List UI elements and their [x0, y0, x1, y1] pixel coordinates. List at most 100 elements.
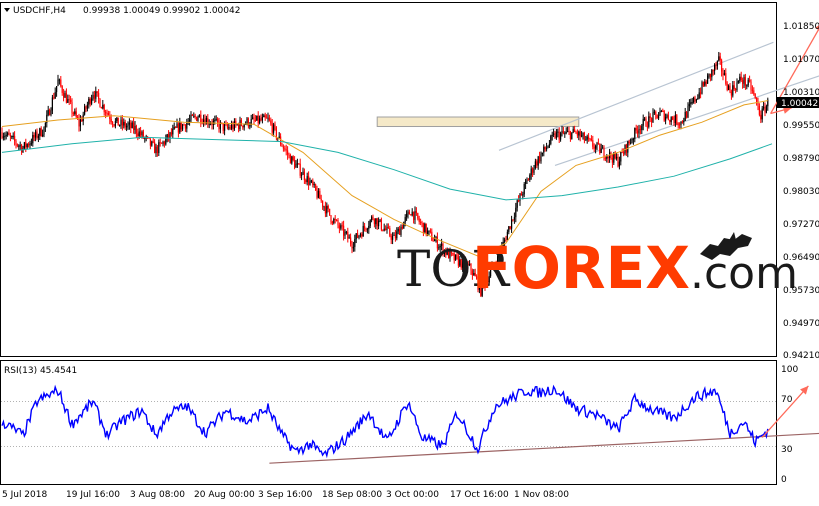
- candle-body: [540, 154, 542, 162]
- candle-body: [690, 102, 692, 105]
- candle-body: [16, 144, 18, 146]
- candle-body: [523, 183, 525, 195]
- candle-body: [396, 231, 398, 239]
- candle-body: [750, 81, 752, 90]
- candle-body: [753, 90, 755, 94]
- candle-body: [306, 176, 308, 183]
- candle-body: [483, 282, 485, 284]
- candle-body: [352, 246, 354, 249]
- candle-body: [722, 71, 724, 76]
- candle-body: [165, 138, 167, 145]
- candle-body: [379, 219, 381, 221]
- candle-body: [607, 156, 609, 159]
- candle-body: [512, 219, 514, 221]
- candle-body: [88, 98, 90, 105]
- candle-body: [541, 152, 543, 155]
- candle-body: [610, 152, 612, 158]
- candle-body: [660, 110, 662, 112]
- candle-body: [193, 115, 195, 117]
- candle-body: [289, 155, 291, 164]
- candle-body: [33, 134, 35, 138]
- candle-body: [56, 86, 58, 93]
- candle-body: [536, 161, 538, 166]
- ohlc-values: 0.99938 1.00049 0.99902 1.00042: [83, 6, 240, 16]
- current-price-label: 1.00042: [781, 99, 818, 109]
- candle-body: [95, 91, 97, 99]
- candle-body: [32, 134, 34, 144]
- candle-body: [677, 124, 679, 126]
- symbol-label: USDCHF,H4: [13, 6, 66, 16]
- candle-body: [474, 272, 476, 277]
- candle-body: [756, 97, 758, 102]
- candle-body: [415, 210, 417, 214]
- candle-body: [99, 98, 101, 108]
- candle-body: [387, 226, 389, 229]
- candle-body: [707, 75, 709, 84]
- candle-body: [169, 132, 171, 139]
- candle-body: [280, 136, 282, 145]
- candle-body: [282, 146, 284, 149]
- candle-body: [89, 98, 91, 104]
- candle-body: [37, 135, 39, 138]
- candle-body: [389, 228, 391, 236]
- candle-body: [347, 231, 349, 239]
- candle-body: [487, 281, 489, 283]
- candle-body: [767, 99, 769, 107]
- candle-body: [744, 77, 746, 86]
- candle-body: [266, 117, 268, 119]
- candle-body: [327, 205, 329, 209]
- candle-body: [712, 70, 714, 72]
- candle-body: [758, 106, 760, 115]
- candle-body: [177, 123, 179, 133]
- candle-body: [582, 132, 584, 136]
- candle-body: [236, 124, 238, 126]
- candle-body: [281, 144, 283, 147]
- candle-body: [228, 127, 230, 129]
- candle-body: [655, 111, 657, 115]
- candle-body: [583, 132, 585, 141]
- candle-body: [621, 152, 623, 154]
- candle-body: [135, 125, 137, 134]
- candle-body: [715, 64, 717, 67]
- candle-body: [8, 132, 10, 136]
- candle-body: [68, 99, 70, 101]
- candle-body: [518, 200, 520, 202]
- candle-body: [141, 131, 143, 136]
- candle-body: [253, 117, 255, 121]
- candle-body: [495, 265, 497, 267]
- candle-body: [627, 141, 629, 153]
- candle-body: [162, 141, 164, 144]
- candle-body: [420, 221, 422, 223]
- candle-body: [638, 129, 640, 134]
- candle-body: [656, 114, 658, 119]
- candle-body: [189, 119, 191, 122]
- candle-body: [235, 121, 237, 125]
- candle-body: [634, 128, 636, 140]
- candle-body: [159, 142, 161, 144]
- candle-body: [466, 263, 468, 268]
- candle-body: [274, 124, 276, 128]
- candle-body: [463, 258, 465, 261]
- candle-body: [539, 156, 541, 162]
- candle-body: [737, 81, 739, 83]
- candle-body: [600, 148, 602, 153]
- candle-body: [217, 118, 219, 123]
- candle-body: [301, 174, 303, 176]
- candle-body: [631, 139, 633, 143]
- rsi-support-line: [269, 432, 819, 464]
- x-tick-label: 3 Oct 00:00: [386, 490, 439, 500]
- price-axis: 1.01850 1.01070 1.00310 0.99550 0.98790 …: [783, 22, 819, 361]
- channel-lower-line: [554, 75, 819, 166]
- candle-body: [530, 168, 532, 176]
- rsi-forecast-arrow-head: [800, 385, 809, 395]
- candle-body: [579, 131, 581, 137]
- candle-body: [729, 85, 731, 92]
- candle-body: [239, 120, 241, 130]
- rsi-pane: [0, 360, 777, 485]
- candle-body: [196, 116, 198, 121]
- candle-body: [15, 140, 17, 145]
- candle-body: [44, 122, 46, 128]
- candle-body: [207, 117, 209, 124]
- candle-body: [448, 249, 450, 259]
- candle-body: [57, 79, 59, 87]
